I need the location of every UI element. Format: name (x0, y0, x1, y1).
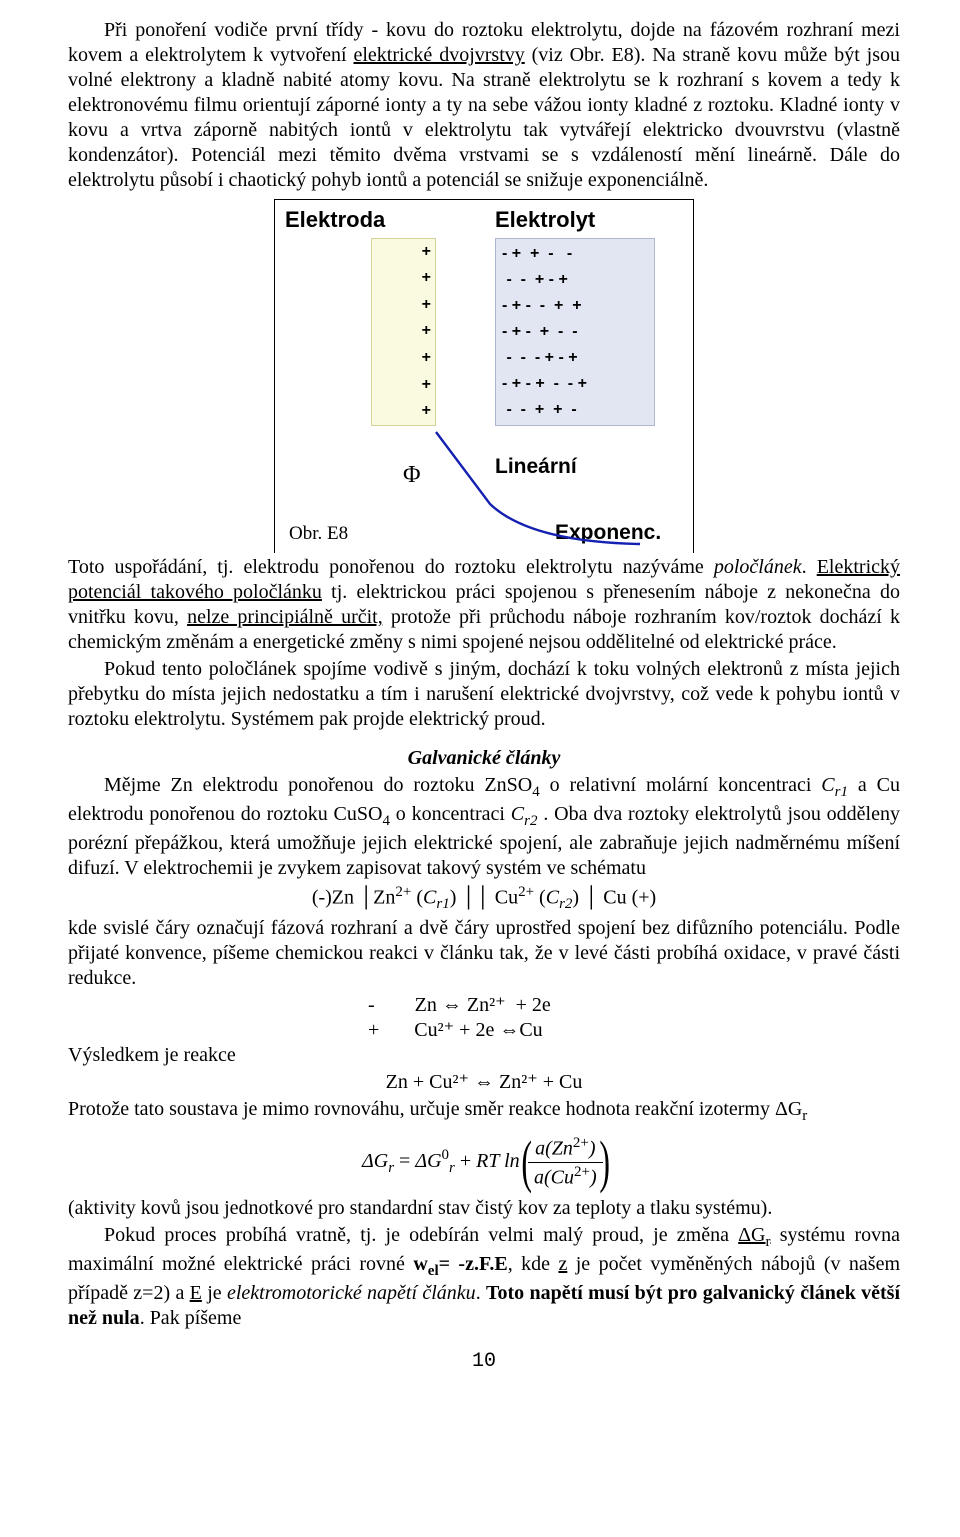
scheme-m2: ) ││ Cu (450, 886, 518, 908)
electrolyte-heading: Elektrolyt (495, 206, 693, 234)
p6-a: Protože tato soustava je mimo rovnováhu,… (68, 1098, 802, 1120)
reaction-3: Zn + Cu²⁺ ⇔ Zn²⁺ + Cu (68, 1070, 900, 1095)
ion-row: - + - - + + (502, 298, 648, 314)
p4-r2: r2 (524, 813, 537, 829)
exponenc-label: Exponenc. (555, 520, 661, 546)
f-plus: + (455, 1150, 476, 1172)
p8-g: . Pak píšeme (140, 1307, 242, 1329)
ion-row: - - + + - (502, 402, 648, 418)
scheme-m4: ) │ Cu (+) (572, 886, 656, 908)
page-number: 10 (68, 1349, 900, 1374)
p4-a: Mějme Zn elektrodu ponořenou do roztoku … (104, 774, 532, 796)
right-paren: ) (599, 1135, 610, 1189)
scheme-r1: r1 (436, 896, 449, 912)
electrode-column: Elektroda + + + + + + + (285, 204, 440, 426)
paragraph-5: kde svislé čáry označují fázová rozhraní… (68, 916, 900, 991)
p6-r: r (802, 1108, 807, 1124)
paragraph-8: Pokud proces probíhá vratně, tj. je odeb… (68, 1223, 900, 1331)
f-sup0: 0 (442, 1147, 450, 1163)
linear-label: Lineární (495, 454, 577, 480)
p4-r1: r1 (835, 784, 848, 800)
electrode-rect: + + + + + + + (371, 238, 436, 426)
frac-num: a(Zn2+) (528, 1134, 603, 1163)
paragraph-2: Toto uspořádání, tj. elektrodu ponořenou… (68, 555, 900, 655)
scheme-m3: ( (534, 886, 546, 908)
p8-i: elektromotorické napětí článku (227, 1282, 476, 1304)
ion-row: - - - + - + (502, 350, 648, 366)
p8-c: , kde (508, 1253, 559, 1275)
ion-row: - + - + - - (502, 324, 648, 340)
scheme-cr2: C (546, 886, 559, 908)
fraction: a(Zn2+) a(Cu2+) (528, 1134, 603, 1190)
f-eq: = (394, 1150, 415, 1172)
ion-row: - + + - - (502, 246, 648, 262)
paragraph-6: Protože tato soustava je mimo rovnováhu,… (68, 1097, 900, 1126)
electrolyte-rect: - + + - - - - + - + - + - - + + - + - + … (495, 238, 655, 426)
ion-row: - - + - + (502, 272, 648, 288)
p2-a: Toto uspořádání, tj. elektrodu ponořenou… (68, 556, 714, 578)
plus-mark: + (422, 297, 431, 313)
p8-b1sub: el (428, 1263, 439, 1279)
paragraph-4: Mějme Zn elektrodu ponořenou do roztoku … (68, 773, 900, 881)
phi-symbol: Φ (403, 460, 421, 490)
scheme-m1: ( (411, 886, 423, 908)
f-lhs: ΔG (362, 1150, 388, 1172)
p4-cr1: C (821, 774, 834, 796)
p1-rest: (viz Obr. E8). Na straně kovu může být j… (68, 44, 900, 191)
num-close: ) (589, 1138, 596, 1160)
p1-u: elektrické dvojvrstvy (353, 44, 524, 66)
p2-i1: poločlánek (714, 556, 802, 578)
p8-bold1: wel= -z.F.E (413, 1253, 507, 1275)
plus-mark: + (422, 403, 431, 419)
scheme-pre: (-)Zn │Zn (312, 886, 396, 908)
section-title: Galvanické články (68, 746, 900, 771)
sub4b: 4 (382, 813, 390, 829)
p8-e: je (202, 1282, 227, 1304)
paragraph-3: Pokud tento poločlánek spojíme vodivě s … (68, 657, 900, 732)
plus-mark: + (422, 270, 431, 286)
p4-b: o relativní molární koncentraci (540, 774, 822, 796)
figure-e8: Elektroda + + + + + + + Elektrolyt - + +… (274, 199, 694, 553)
paragraph-1: Při ponoření vodiče první třídy - kovu d… (68, 18, 900, 193)
cell-scheme: (-)Zn │Zn2+ (Cr1) ││ Cu2+ (Cr2) │ Cu (+) (68, 883, 900, 914)
paragraph-7: (aktivity kovů jsou jednotkové pro stand… (68, 1196, 900, 1221)
reaction-2: + Cu²⁺ + 2e ⇔Cu (68, 1018, 900, 1043)
reaction-1: - Zn ⇔ Zn²⁺ + 2e (68, 993, 900, 1018)
den-close: ) (590, 1166, 597, 1188)
num-a: a(Zn (535, 1138, 573, 1160)
electrolyte-column: Elektrolyt - + + - - - - + - + - + - - +… (440, 204, 693, 426)
p8-u1: ΔGr (738, 1224, 770, 1246)
p8-b1b: = -z.F.E (439, 1253, 508, 1275)
p8-u1t: ΔG (738, 1224, 765, 1246)
page: Při ponoření vodiče první třídy - kovu d… (0, 0, 960, 1404)
plus-mark: + (422, 323, 431, 339)
sup-2p: 2+ (395, 884, 411, 900)
plus-mark: + (422, 377, 431, 393)
left-paren: ( (521, 1135, 532, 1189)
plus-mark: + (422, 244, 431, 260)
plus-mark: + (422, 350, 431, 366)
f-rtln: RT ln (476, 1150, 520, 1172)
sub4: 4 (532, 784, 540, 800)
formula-gr: ΔGr = ΔG0r + RT ln ( a(Zn2+) a(Cu2+) ) (68, 1134, 900, 1190)
ion-row: - + - + - - + (502, 376, 648, 392)
p8-u3: E (190, 1282, 202, 1304)
frac-den: a(Cu2+) (528, 1163, 603, 1191)
p2-b: . (802, 556, 817, 578)
p8-b1a: w (413, 1253, 427, 1275)
sup-2p2: 2+ (518, 884, 534, 900)
den-a: a(Cu (534, 1166, 574, 1188)
p8-a: Pokud proces probíhá vratně, tj. je odeb… (104, 1224, 738, 1246)
p8-f: . (476, 1282, 486, 1304)
scheme-cr1: C (423, 886, 436, 908)
p8-u2: z (558, 1253, 567, 1275)
electrode-heading: Elektroda (285, 206, 440, 234)
figure-body: Elektroda + + + + + + + Elektrolyt - + +… (275, 200, 693, 426)
p4-cr2: C (511, 803, 524, 825)
f-g0: ΔG (415, 1150, 441, 1172)
scheme-r2: r2 (559, 896, 572, 912)
p2-u2: nelze principiálně určit, (187, 606, 383, 628)
p4-d: o koncentraci (390, 803, 511, 825)
result-label: Výsledkem je reakce (68, 1043, 900, 1068)
